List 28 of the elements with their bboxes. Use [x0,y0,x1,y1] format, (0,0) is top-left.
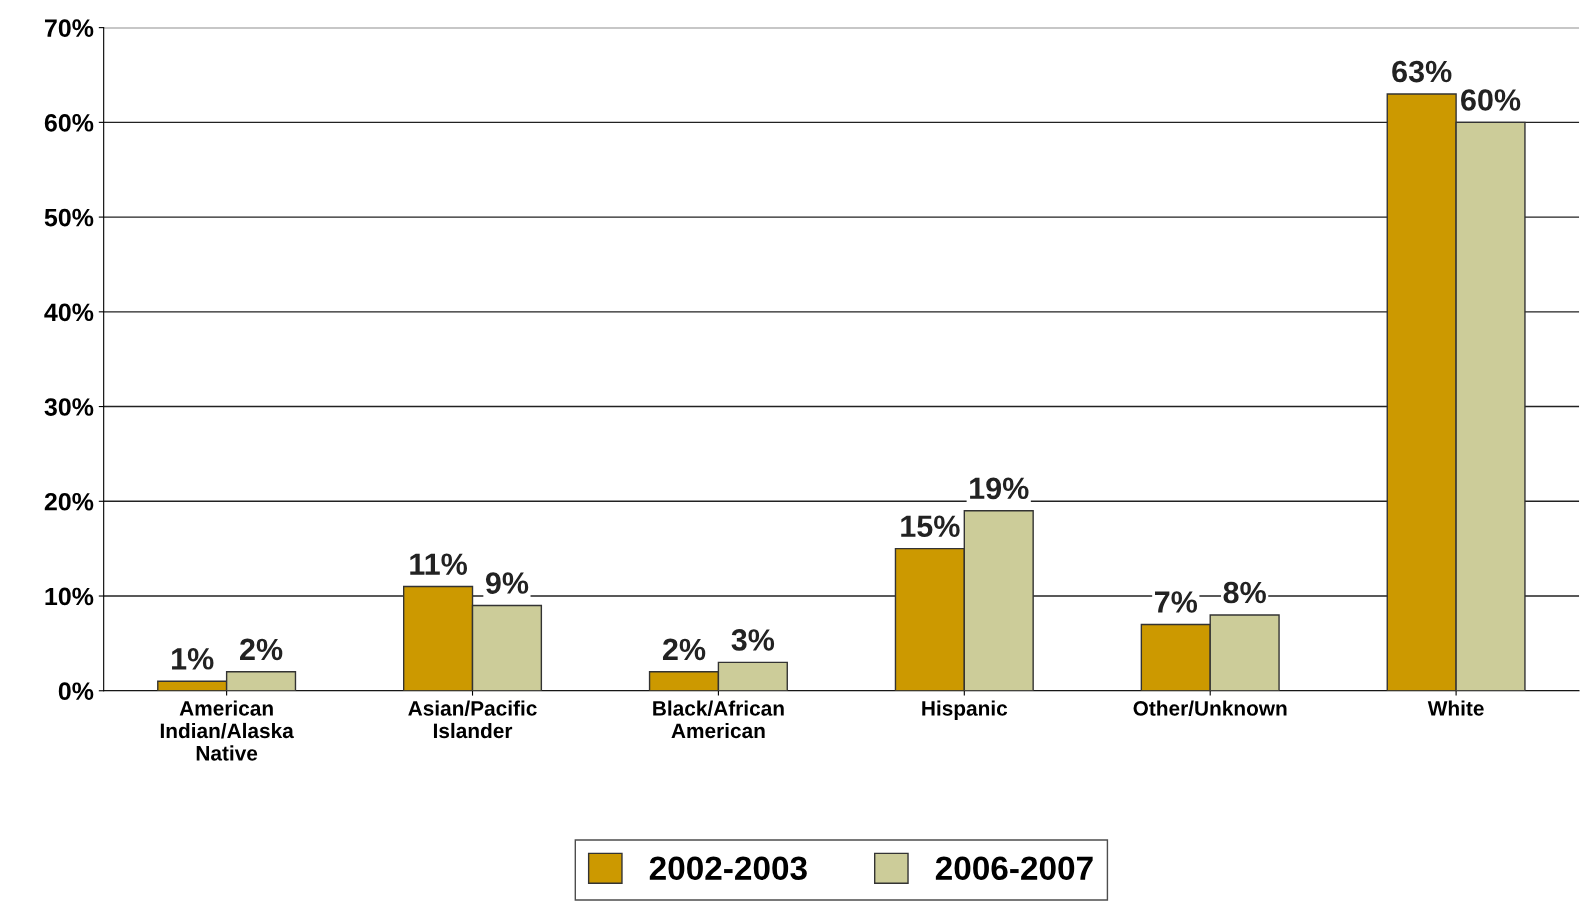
data-label: 8% [1223,581,1266,604]
x-tick-label: Other/Unknown [1133,700,1287,716]
data-label: 15% [901,515,960,538]
data-label: 11% [410,553,468,575]
y-tick-label: 30% [44,398,94,416]
x-tick-label: American Indian/Alaska Native [160,700,294,761]
y-tick-label: 50% [44,208,94,227]
data-label: 7% [1155,591,1198,613]
y-tick-label: 70% [44,19,94,37]
data-label: 60% [1461,89,1521,111]
y-tick-label: 0% [58,682,94,701]
data-label: 9% [485,572,529,594]
data-label: 2% [662,638,706,661]
y-tick-label: 60% [44,113,94,132]
data-label: 1% [172,648,214,670]
data-label: 2% [240,638,283,661]
y-tick-label: 10% [45,587,94,606]
data-label: 19% [970,477,1029,500]
legend-label: 2002-2003 [649,856,807,881]
y-tick-label: 40% [44,303,94,322]
x-tick-label: White [1427,700,1484,716]
y-tick-label: 20% [44,492,94,511]
x-tick-label: Black/African American [653,700,784,739]
data-label: 63% [1392,60,1452,83]
x-tick-label: Hispanic [922,700,1008,720]
x-tick-label: Asian/Pacific Islander [408,700,537,739]
legend-label: 2006-2007 [935,856,1093,881]
data-label: 3% [731,629,775,651]
